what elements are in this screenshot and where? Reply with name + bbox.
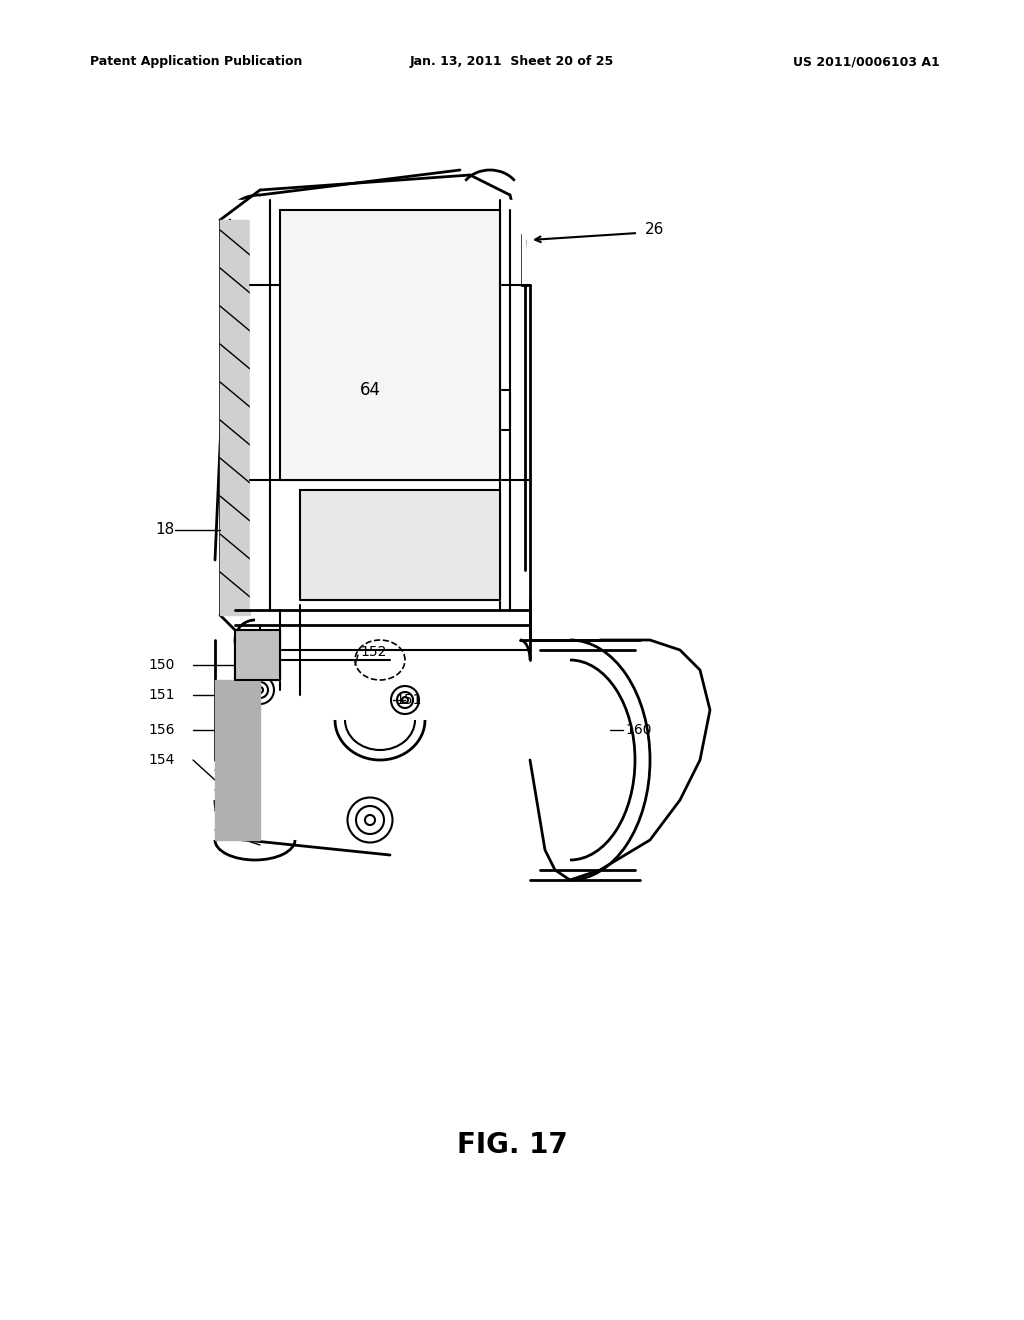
Text: 151: 151 <box>395 693 422 708</box>
Text: 150: 150 <box>148 657 175 672</box>
Text: 160: 160 <box>625 723 651 737</box>
Polygon shape <box>234 630 280 680</box>
Text: 18: 18 <box>155 523 174 537</box>
Polygon shape <box>280 210 500 480</box>
Text: 26: 26 <box>645 223 665 238</box>
Polygon shape <box>250 201 520 610</box>
Polygon shape <box>215 680 260 840</box>
Polygon shape <box>220 220 250 615</box>
Text: 151: 151 <box>148 688 175 702</box>
Text: Jan. 13, 2011  Sheet 20 of 25: Jan. 13, 2011 Sheet 20 of 25 <box>410 55 614 69</box>
Polygon shape <box>300 490 500 601</box>
Polygon shape <box>220 201 525 601</box>
Text: Patent Application Publication: Patent Application Publication <box>90 55 302 69</box>
Text: FIG. 17: FIG. 17 <box>457 1131 567 1159</box>
Text: 152: 152 <box>360 645 386 659</box>
Text: US 2011/0006103 A1: US 2011/0006103 A1 <box>794 55 940 69</box>
Text: 156: 156 <box>148 723 175 737</box>
Text: 154: 154 <box>148 752 175 767</box>
Text: 64: 64 <box>359 381 381 399</box>
